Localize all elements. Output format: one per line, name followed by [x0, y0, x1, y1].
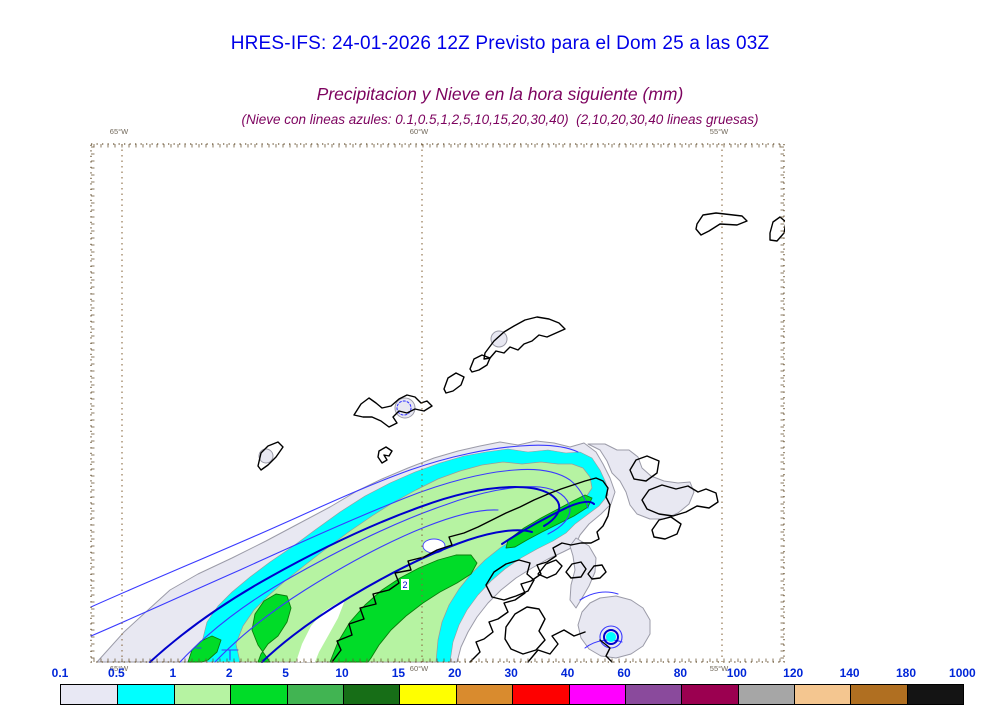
island-hook — [377, 446, 393, 464]
colorbar-label: 120 — [783, 666, 804, 680]
colorbar-cell — [794, 685, 851, 704]
island-king-george — [483, 316, 566, 360]
colorbar-label: 5 — [282, 666, 289, 680]
longitude-label: 60°W — [409, 127, 429, 136]
snow-contour-mark — [195, 647, 239, 661]
colorbar-cell — [568, 685, 625, 704]
island-low — [257, 441, 284, 471]
colorbar-cell — [906, 685, 964, 704]
colorbar-label: 40 — [560, 666, 575, 680]
island-livingston — [353, 394, 433, 428]
island-east — [641, 484, 719, 517]
precip-area — [329, 554, 478, 663]
snow-contours-thick — [149, 486, 619, 663]
coastline-peninsula — [331, 477, 611, 663]
snow-contour — [90, 468, 589, 637]
colorbar-label: 100 — [726, 666, 747, 680]
dry-notch — [296, 600, 345, 662]
colorbar-cell — [399, 685, 456, 704]
coastline-bay — [504, 606, 546, 655]
coastline-segment — [599, 639, 613, 663]
precip-spot-0p5mm — [606, 632, 616, 642]
colorbar-cell — [850, 685, 907, 704]
colorbar-label: 0.5 — [108, 666, 125, 680]
colorbar-cell — [624, 685, 682, 704]
snow-contour — [90, 444, 579, 608]
colorbar-cell — [286, 685, 343, 704]
longitude-label: 65°W — [109, 664, 129, 673]
precip-area — [258, 448, 274, 464]
colorbar-cell — [681, 685, 738, 704]
coastline-segment — [527, 629, 586, 663]
snow-contours-thin — [90, 400, 623, 663]
longitude-label: 65°W — [109, 127, 129, 136]
colorbar-label: 180 — [895, 666, 917, 680]
contour-value-labels: 2 — [401, 579, 409, 590]
island-east — [651, 516, 682, 540]
colorbar-cell — [230, 685, 287, 704]
coastlines — [257, 212, 785, 663]
snow-contour-ring — [599, 625, 623, 649]
coastline-island — [587, 564, 607, 580]
colorbar-label: 60 — [617, 666, 631, 680]
colorbar-cell — [342, 685, 400, 704]
colorbar-cell — [512, 685, 569, 704]
colorbar-cell — [737, 685, 795, 704]
colorbar-label: 140 — [839, 666, 860, 680]
colorbar-label: 0.1 — [51, 666, 69, 680]
map-border — [90, 143, 785, 663]
island-east — [629, 455, 660, 482]
coastline-bay — [537, 559, 563, 579]
island-small — [469, 354, 491, 373]
snow-contour — [584, 639, 623, 649]
colorbar-cell — [61, 685, 118, 704]
snow-contour-thick — [501, 500, 595, 545]
longitude-label: 55°W — [709, 664, 729, 673]
snow-contour-thick — [149, 486, 561, 663]
precip-area — [490, 330, 508, 348]
contour-label: 2 — [402, 580, 407, 590]
precip-area — [251, 593, 292, 663]
colorbar-label: 80 — [673, 666, 688, 680]
precip-area — [587, 443, 695, 520]
snow-contour-thick-ring — [603, 629, 619, 645]
island-small — [443, 372, 465, 394]
precip-area — [577, 595, 651, 659]
snow-contour-ring-dotted — [396, 400, 412, 416]
snow-contour — [179, 486, 571, 663]
snow-contour-thick — [261, 529, 533, 663]
colorbar-label: 15 — [391, 666, 406, 680]
colorbar-cell — [117, 685, 174, 704]
longitude-label: 55°W — [709, 127, 729, 136]
island-north — [769, 216, 785, 242]
contour-label-box — [401, 579, 409, 590]
longitude-label: 60°W — [409, 664, 429, 673]
map-border-ticks — [91, 144, 784, 662]
colorbar-cell — [455, 685, 513, 704]
subtitle-levels: (Nieve con lineas azules: 0.1,0.5,1,2,5,… — [241, 112, 759, 127]
snow-contour — [214, 509, 499, 663]
colorbar-label: 2 — [225, 666, 233, 680]
colorbar-cell — [173, 685, 231, 704]
subtitle-variable: Precipitacion y Nieve en la hora siguien… — [316, 84, 684, 104]
colorbar-label: 10 — [335, 666, 349, 680]
page-title: HRES-IFS: 24-01-2026 12Z Previsto para e… — [230, 33, 770, 54]
colorbar — [60, 684, 965, 705]
colorbar-label: 1000 — [949, 666, 976, 680]
colorbar-label: 30 — [504, 666, 518, 680]
forecast-map: 2 — [90, 143, 785, 663]
coastline-bay — [485, 559, 535, 601]
snow-contour — [579, 591, 619, 601]
graticule-meridians — [121, 144, 723, 662]
island-north — [695, 212, 748, 236]
colorbar-label: 20 — [448, 666, 462, 680]
precip-area — [394, 397, 416, 419]
colorbar-label: 1 — [169, 666, 177, 680]
coastline-island — [565, 561, 587, 579]
